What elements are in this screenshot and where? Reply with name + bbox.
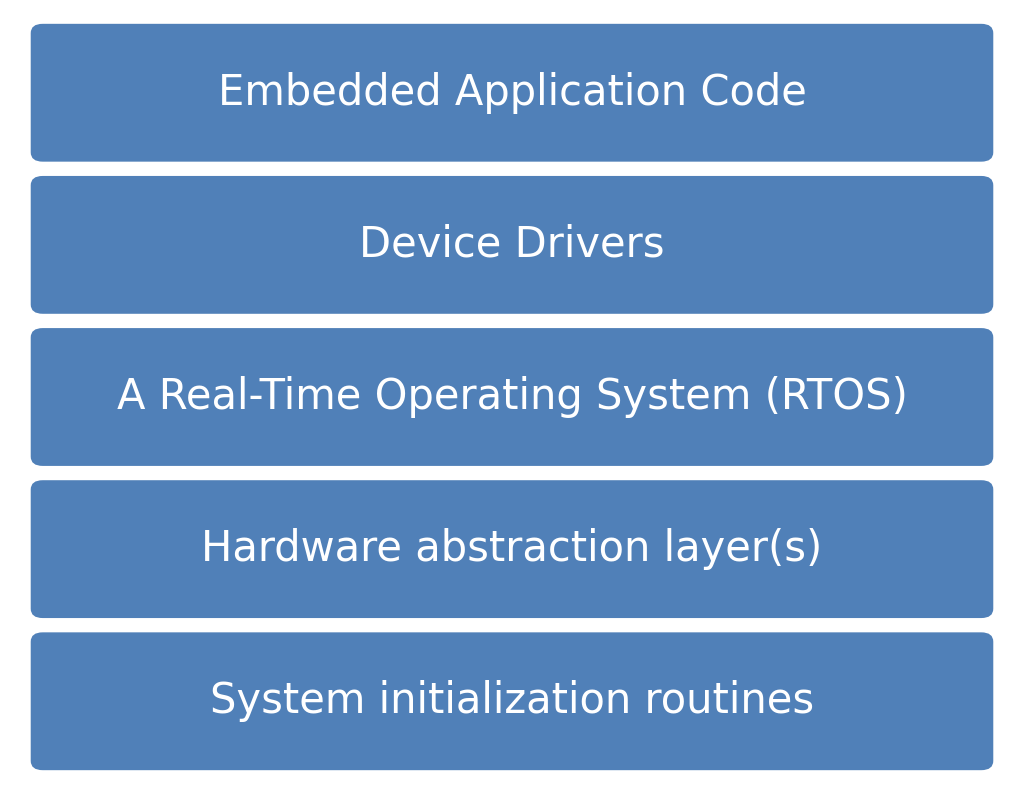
Text: A Real-Time Operating System (RTOS): A Real-Time Operating System (RTOS): [117, 376, 907, 418]
Text: Device Drivers: Device Drivers: [359, 224, 665, 266]
Text: System initialization routines: System initialization routines: [210, 680, 814, 723]
FancyBboxPatch shape: [31, 24, 993, 162]
Text: Hardware abstraction layer(s): Hardware abstraction layer(s): [202, 528, 822, 570]
FancyBboxPatch shape: [31, 480, 993, 618]
Text: Embedded Application Code: Embedded Application Code: [217, 71, 807, 114]
FancyBboxPatch shape: [31, 632, 993, 770]
FancyBboxPatch shape: [31, 176, 993, 314]
FancyBboxPatch shape: [31, 328, 993, 466]
